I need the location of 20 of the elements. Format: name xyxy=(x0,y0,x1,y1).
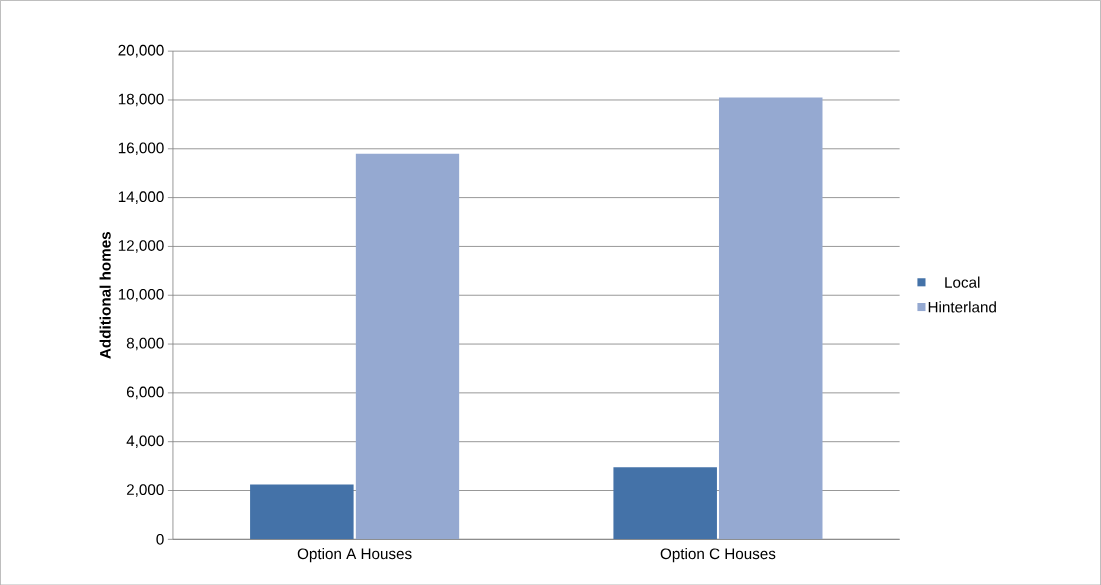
y-tick-label: 6,000 xyxy=(126,386,164,399)
y-tick-label: 18,000 xyxy=(118,93,164,107)
y-tick-label: 8,000 xyxy=(126,337,164,351)
y-axis-title: Additional homes xyxy=(99,231,111,359)
y-tick-label: 4,000 xyxy=(126,435,164,448)
y-tick-label: 2,000 xyxy=(126,484,164,497)
legend-label: Local xyxy=(945,276,980,288)
y-tick-label: 0 xyxy=(156,533,164,545)
x-tick-label: Option C Houses xyxy=(660,547,776,562)
bar xyxy=(250,484,354,540)
bar xyxy=(613,467,717,540)
y-tick-label: 16,000 xyxy=(118,142,164,155)
y-tick-label: 20,000 xyxy=(118,44,164,58)
legend-label: Hinterland xyxy=(928,301,996,313)
bar xyxy=(718,97,823,540)
x-tick-label: Option A Houses xyxy=(297,547,412,562)
bar xyxy=(355,153,460,540)
y-tick-label: 10,000 xyxy=(118,288,164,302)
y-tick-label: 12,000 xyxy=(118,239,164,253)
y-tick-label: 14,000 xyxy=(118,191,164,204)
